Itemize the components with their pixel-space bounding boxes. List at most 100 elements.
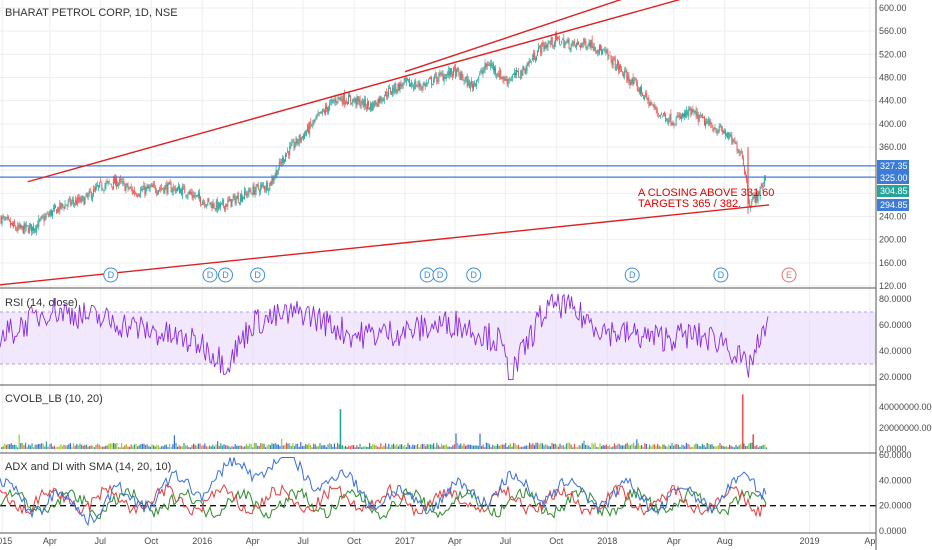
- volume-bar: [453, 444, 455, 449]
- volume-bar: [261, 443, 263, 449]
- candle-body: [601, 48, 603, 55]
- volume-bar: [241, 445, 243, 449]
- volume-bar: [477, 445, 479, 449]
- candle-body: [613, 57, 615, 59]
- volume-bar: [225, 445, 227, 449]
- volume-bar: [284, 444, 286, 449]
- volume-bar: [713, 446, 715, 449]
- candle-body: [158, 190, 159, 194]
- candle-body: [644, 96, 646, 100]
- candle-body: [563, 38, 565, 48]
- candle-body: [115, 177, 116, 185]
- candle-body: [567, 39, 569, 43]
- volume-bar: [229, 447, 231, 449]
- candle-body: [354, 97, 356, 102]
- candle-body: [206, 204, 208, 206]
- candle-body: [368, 101, 369, 106]
- candle-body: [106, 181, 108, 182]
- candle-body: [63, 207, 65, 209]
- candle-body: [340, 97, 342, 101]
- candle-body: [256, 184, 258, 186]
- candle-body: [180, 189, 181, 193]
- candle-body: [294, 145, 296, 148]
- volume-bar: [25, 442, 27, 449]
- volume-bar: [333, 443, 335, 449]
- volume-bar: [239, 445, 241, 449]
- candle-body: [430, 77, 431, 79]
- candle-body: [682, 113, 683, 117]
- volume-bar: [429, 444, 431, 449]
- volume-bar: [461, 445, 463, 449]
- price-tick-label: 440.00: [879, 96, 907, 106]
- volume-bar: [164, 445, 166, 449]
- volume-bar: [127, 446, 129, 449]
- volume-bar: [279, 445, 281, 449]
- adx-tick-label: 40.0000: [879, 475, 912, 485]
- volume-bar: [554, 443, 556, 449]
- volume-bar: [613, 443, 615, 449]
- price-tag-box: [877, 199, 909, 211]
- candle-body: [698, 114, 700, 121]
- candle-body: [719, 125, 721, 128]
- candle-body: [439, 73, 441, 75]
- volume-bar: [175, 442, 177, 449]
- time-tick-label: 2015: [0, 536, 12, 546]
- dividend-marker: [432, 267, 448, 283]
- candle-body: [730, 134, 732, 138]
- dividend-marker: [624, 267, 640, 283]
- volume-bar: [732, 446, 734, 449]
- volume-bar: [658, 445, 660, 449]
- candle-body: [203, 201, 205, 203]
- candle-body: [146, 186, 148, 189]
- volume-bar: [9, 444, 11, 449]
- candle-body: [451, 68, 452, 74]
- volume-bar: [693, 444, 695, 449]
- volume-bar: [516, 445, 518, 449]
- volume-bar: [572, 447, 574, 449]
- candle-body: [11, 223, 12, 225]
- volume-bar: [193, 443, 195, 449]
- candle-body: [510, 79, 512, 81]
- candle-body: [339, 97, 341, 100]
- volume-bar: [149, 446, 151, 449]
- volume-bar: [593, 444, 595, 449]
- event-marker-label: D: [108, 270, 115, 280]
- time-tick-label: 2017: [395, 536, 415, 546]
- volume-bar: [370, 446, 372, 449]
- candle-body: [455, 67, 457, 78]
- volume-bar: [357, 446, 359, 449]
- volume-bar: [154, 446, 156, 449]
- volume-bar: [553, 443, 555, 449]
- price-tag: 325.00: [877, 172, 909, 184]
- volume-bar: [671, 443, 673, 449]
- volume-bar: [73, 443, 75, 449]
- volume-bar: [433, 443, 435, 449]
- volume-bar: [66, 445, 68, 449]
- candle-body: [244, 190, 246, 199]
- volume-bar: [586, 444, 588, 449]
- volume-bar: [194, 444, 196, 449]
- volume-bar: [401, 444, 403, 449]
- volume-bar: [685, 442, 687, 449]
- volume-bar: [727, 447, 729, 449]
- price-tags[interactable]: 327.35 325.00 304.85 294.85: [877, 160, 909, 211]
- chart-title: BHARAT PETROL CORP, 1D, NSE: [5, 7, 178, 19]
- candle-body: [355, 98, 357, 105]
- candle-body: [527, 62, 529, 66]
- candle-body: [97, 184, 99, 187]
- time-axis: 2015 Apr Jul Oct 2016 Apr Jul Oct 2017 Apr Jul Oct 2…: [0, 536, 875, 546]
- candle-body: [83, 197, 85, 206]
- candle-body: [484, 63, 486, 70]
- volume-bar: [12, 445, 14, 449]
- candle-body: [523, 67, 525, 70]
- candle-body: [600, 45, 601, 51]
- candle-body: [614, 58, 616, 70]
- candle-body: [13, 222, 15, 228]
- volume-bar: [666, 446, 668, 449]
- candle-body: [242, 197, 243, 202]
- volume-bar: [673, 445, 675, 449]
- volume-bar: [57, 446, 59, 449]
- volume-bar: [541, 443, 543, 449]
- time-tick-label: Apr: [448, 536, 462, 546]
- candle-body: [266, 183, 268, 191]
